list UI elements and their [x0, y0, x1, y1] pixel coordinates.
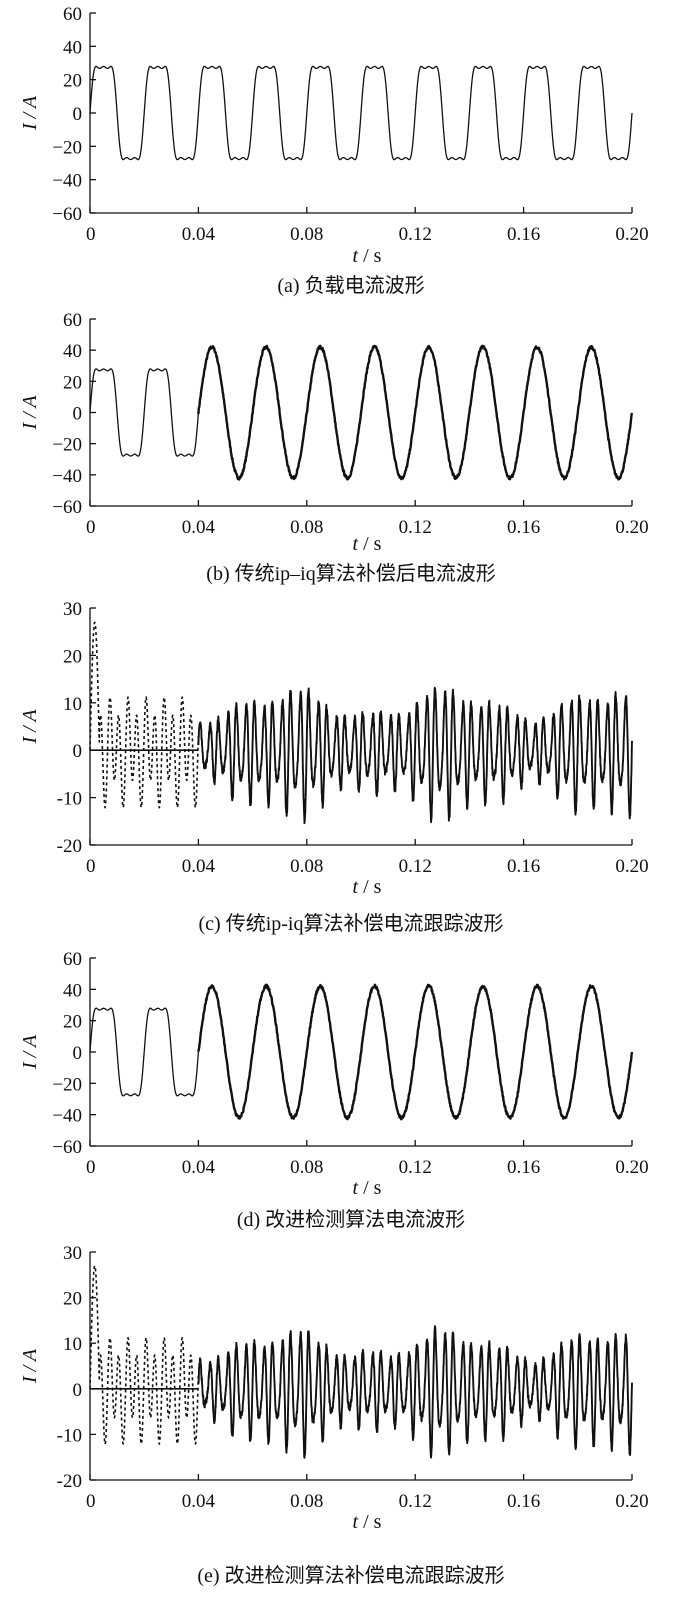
x-tick-label: 0.16 [507, 517, 540, 538]
x-tick-label: 0.08 [290, 1491, 323, 1512]
x-tick-label: 0.20 [615, 856, 648, 877]
x-tick-label: 0.20 [615, 1157, 648, 1178]
y-tick-label: −20 [52, 1074, 82, 1095]
x-tick-label: 0.04 [182, 856, 216, 877]
y-tick-label: 40 [63, 980, 82, 1001]
x-tick-label: 0.08 [290, 856, 323, 877]
y-tick-label: 0 [73, 1380, 83, 1401]
series-line [89, 65, 633, 161]
y-axis-label: I / A [19, 709, 41, 745]
y-tick-label: −60 [52, 497, 82, 518]
y-tick-label: 10 [63, 1334, 82, 1355]
x-tick-label: 0 [86, 1157, 96, 1178]
x-axis-label: t / s [353, 1511, 382, 1533]
y-tick-label: -10 [57, 1425, 82, 1446]
y-axis-label: I / A [19, 1034, 41, 1070]
x-tick-label: 0.04 [182, 224, 216, 245]
x-tick-label: 0.20 [615, 1491, 648, 1512]
x-tick-label: 0.16 [507, 224, 540, 245]
x-tick-label: 0.08 [290, 1157, 323, 1178]
panel-caption: (b) 传统ip–iq算法补偿后电流波形 [206, 562, 495, 585]
y-tick-label: 40 [63, 37, 82, 58]
x-tick-label: 0.04 [182, 1157, 216, 1178]
y-tick-label: −40 [52, 171, 82, 192]
panel-caption: (e) 改进检测算法补偿电流跟踪波形 [197, 1564, 504, 1587]
x-tick-label: 0.20 [615, 224, 648, 245]
panel-caption: (d) 改进检测算法电流波形 [237, 1208, 465, 1231]
y-tick-label: 20 [63, 1012, 82, 1033]
x-axis-label: t / s [353, 876, 382, 898]
y-tick-label: −20 [52, 137, 82, 158]
y-tick-label: 0 [73, 104, 83, 125]
y-tick-label: -20 [57, 1471, 82, 1492]
panel-caption: (c) 传统ip-iq算法补偿电流跟踪波形 [199, 912, 504, 935]
y-tick-label: −40 [52, 466, 82, 487]
x-tick-label: 0.20 [615, 517, 648, 538]
y-tick-label: 40 [63, 341, 82, 362]
y-axis-label: I / A [19, 395, 41, 431]
series-line [89, 368, 200, 457]
y-tick-label: 20 [63, 646, 82, 667]
x-tick-label: 0.12 [399, 1491, 432, 1512]
y-tick-label: 10 [63, 694, 82, 715]
panel-caption: (a) 负载电流波形 [277, 274, 424, 297]
series-line [89, 1264, 200, 1445]
x-tick-label: 0.08 [290, 224, 323, 245]
y-tick-label: 20 [63, 71, 82, 92]
y-tick-label: 0 [73, 1043, 83, 1064]
y-tick-label: 30 [63, 599, 82, 620]
series-line [197, 983, 634, 1121]
x-tick-label: 0.12 [399, 517, 432, 538]
y-tick-label: 20 [63, 1289, 82, 1310]
y-tick-label: −40 [52, 1106, 82, 1127]
x-tick-label: 0.12 [399, 1157, 432, 1178]
x-tick-label: 0.04 [182, 1491, 216, 1512]
x-axis-label: t / s [353, 533, 382, 555]
y-tick-label: 20 [63, 372, 82, 393]
y-tick-label: −20 [52, 435, 82, 456]
y-tick-label: 30 [63, 1243, 82, 1264]
series-line [197, 686, 633, 825]
y-tick-label: 0 [73, 741, 83, 762]
series-line [89, 1007, 200, 1097]
y-axis-label: I / A [19, 1348, 41, 1384]
x-tick-label: 0 [86, 517, 96, 538]
y-tick-label: -20 [57, 836, 82, 857]
x-tick-label: 0.08 [290, 517, 323, 538]
x-tick-label: 0.16 [507, 1491, 540, 1512]
y-tick-label: -10 [57, 789, 82, 810]
y-tick-label: 60 [63, 949, 82, 970]
x-axis-label: t / s [353, 1177, 382, 1199]
y-tick-label: −60 [52, 1137, 82, 1158]
x-tick-label: 0 [86, 224, 96, 245]
y-tick-label: 0 [73, 404, 83, 425]
x-axis-label: t / s [353, 245, 382, 267]
y-tick-label: 60 [63, 4, 82, 25]
x-tick-label: 0.16 [507, 1157, 540, 1178]
series-line [197, 344, 634, 481]
y-axis-label: I / A [19, 95, 41, 131]
x-tick-label: 0 [86, 1491, 96, 1512]
x-tick-label: 0.16 [507, 856, 540, 877]
series-line [89, 621, 200, 809]
x-tick-label: 0 [86, 856, 96, 877]
x-tick-label: 0.12 [399, 224, 432, 245]
x-tick-label: 0.04 [182, 517, 216, 538]
series-line [197, 1325, 633, 1459]
y-tick-label: 60 [63, 310, 82, 331]
y-tick-label: −60 [52, 204, 82, 225]
x-tick-label: 0.12 [399, 856, 432, 877]
